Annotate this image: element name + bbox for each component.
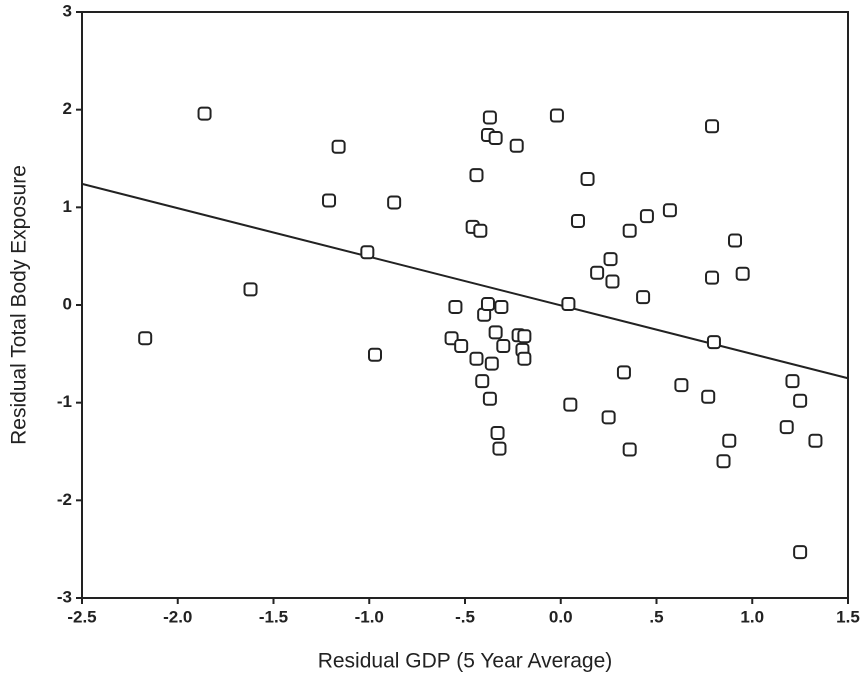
x-tick-label: -2.0 <box>163 607 192 626</box>
point <box>601 410 616 425</box>
point <box>622 442 637 457</box>
x-tick-label: -2.5 <box>67 607 96 626</box>
point <box>808 433 823 448</box>
point <box>492 441 507 456</box>
point <box>636 290 651 305</box>
x-tick-label: 0.0 <box>549 607 573 626</box>
point <box>517 351 532 366</box>
point <box>728 233 743 248</box>
y-axis-title: Residual Total Body Exposure <box>8 165 31 445</box>
point <box>735 266 750 281</box>
x-tick-label: -.5 <box>455 607 475 626</box>
point <box>563 397 578 412</box>
point <box>454 339 469 354</box>
point <box>469 351 484 366</box>
point <box>496 339 511 354</box>
point <box>549 108 564 123</box>
y-tick-label: -3 <box>57 587 72 606</box>
point <box>360 245 375 260</box>
point <box>785 374 800 389</box>
y-tick-label: 3 <box>63 1 72 20</box>
y-tick-label: -1 <box>57 392 72 411</box>
point <box>590 265 605 280</box>
point <box>580 172 595 187</box>
point <box>793 545 808 560</box>
point <box>490 425 505 440</box>
point <box>367 347 382 362</box>
point <box>138 331 153 346</box>
x-tick-label: 1.0 <box>740 607 764 626</box>
point <box>482 391 497 406</box>
point <box>488 325 503 340</box>
point <box>793 393 808 408</box>
point <box>706 335 721 350</box>
point <box>469 168 484 183</box>
x-axis-title: Residual GDP (5 Year Average) <box>318 650 613 673</box>
point <box>716 454 731 469</box>
point <box>662 203 677 218</box>
plot-frame <box>81 11 849 599</box>
y-tick-label: -2 <box>57 490 72 509</box>
point <box>197 106 212 121</box>
point <box>622 223 637 238</box>
point <box>331 139 346 154</box>
point <box>603 252 618 267</box>
point <box>779 420 794 435</box>
x-tick-label: -1.5 <box>259 607 288 626</box>
point <box>722 433 737 448</box>
point <box>387 195 402 210</box>
point <box>448 299 463 314</box>
point <box>705 270 720 285</box>
y-tick-label: 1 <box>63 197 72 216</box>
point <box>701 389 716 404</box>
point <box>639 209 654 224</box>
point <box>475 374 490 389</box>
point <box>517 329 532 344</box>
point <box>705 119 720 134</box>
point <box>674 378 689 393</box>
point <box>616 365 631 380</box>
x-tick-label: .5 <box>649 607 663 626</box>
point <box>482 110 497 125</box>
point <box>509 138 524 153</box>
x-tick-label: -1.0 <box>355 607 384 626</box>
y-tick-label: 2 <box>63 99 72 118</box>
point <box>480 297 495 312</box>
point <box>488 130 503 145</box>
point <box>561 297 576 312</box>
point <box>484 356 499 371</box>
point <box>473 223 488 238</box>
point <box>322 193 337 208</box>
point <box>243 282 258 297</box>
y-tick-label: 0 <box>63 294 72 313</box>
point <box>605 274 620 289</box>
point <box>570 214 585 229</box>
point <box>494 299 509 314</box>
x-tick-label: 1.5 <box>836 607 860 626</box>
